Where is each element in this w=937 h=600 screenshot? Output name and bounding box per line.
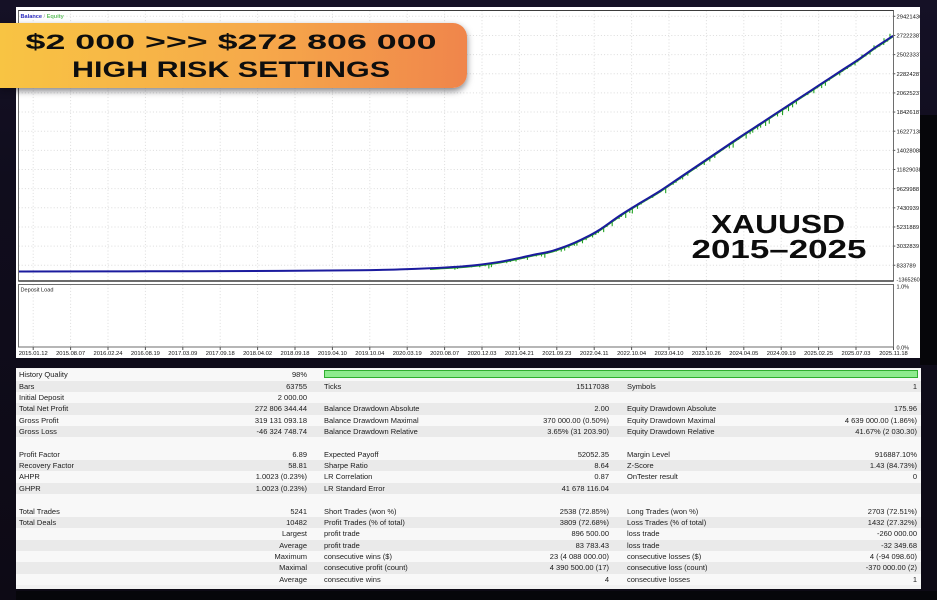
svg-text:9629988: 9629988	[897, 187, 920, 193]
svg-text:2015.08.07: 2015.08.07	[56, 351, 85, 357]
svg-text:2016.02.24: 2016.02.24	[93, 351, 123, 357]
svg-text:1.0%: 1.0%	[897, 285, 910, 291]
svg-text:2017.09.18: 2017.09.18	[206, 351, 235, 357]
svg-text:2023.04.10: 2023.04.10	[654, 351, 683, 357]
svg-text:2020.08.07: 2020.08.07	[430, 351, 459, 357]
svg-text:0.0%: 0.0%	[897, 346, 910, 352]
svg-text:Deposit Load: Deposit Load	[21, 288, 54, 294]
svg-text:2021.04.21: 2021.04.21	[505, 351, 534, 357]
svg-text:29421436: 29421436	[897, 14, 921, 20]
svg-text:833789: 833789	[897, 263, 916, 269]
svg-text:2025.11.18: 2025.11.18	[879, 351, 908, 357]
svg-text:2023.10.26: 2023.10.26	[692, 351, 721, 357]
svg-text:2018.04.02: 2018.04.02	[243, 351, 272, 357]
svg-text:2019.04.10: 2019.04.10	[318, 351, 347, 357]
svg-text:3032839: 3032839	[897, 244, 920, 250]
svg-text:7430939: 7430939	[897, 206, 920, 212]
svg-text:20625237: 20625237	[897, 91, 921, 97]
svg-text:2025.07.03: 2025.07.03	[841, 351, 870, 357]
svg-text:2019.10.04: 2019.10.04	[355, 351, 385, 357]
svg-text:11829038: 11829038	[897, 168, 921, 174]
svg-text:27222387: 27222387	[897, 34, 921, 40]
svg-text:2022.04.11: 2022.04.11	[580, 351, 609, 357]
svg-text:2015.01.12: 2015.01.12	[19, 351, 48, 357]
svg-text:22824287: 22824287	[897, 72, 921, 78]
svg-text:2022.10.04: 2022.10.04	[617, 351, 647, 357]
svg-text:$2 000 >>> $272 806 000: $2 000 >>> $272 806 000	[26, 29, 437, 53]
svg-text:2021.09.23: 2021.09.23	[542, 351, 571, 357]
svg-text:5231889: 5231889	[897, 225, 920, 231]
svg-text:2017.03.09: 2017.03.09	[168, 351, 197, 357]
svg-text:18426187: 18426187	[897, 110, 921, 116]
svg-text:-1365260: -1365260	[897, 278, 920, 284]
svg-text:2020.12.03: 2020.12.03	[467, 351, 496, 357]
svg-text:XAUUSD: XAUUSD	[711, 210, 845, 239]
svg-text:HIGH RISK SETTINGS: HIGH RISK SETTINGS	[72, 57, 390, 82]
svg-text:2015–2025: 2015–2025	[692, 235, 867, 264]
svg-text:16227138: 16227138	[897, 129, 921, 135]
svg-text:2024.04.05: 2024.04.05	[729, 351, 758, 357]
svg-text:2024.09.19: 2024.09.19	[767, 351, 796, 357]
svg-text:14028088: 14028088	[897, 148, 921, 154]
svg-text:2018.09.18: 2018.09.18	[280, 351, 309, 357]
svg-text:2016.08.19: 2016.08.19	[131, 351, 160, 357]
svg-text:2025.02.25: 2025.02.25	[804, 351, 833, 357]
svg-text:Balance / Equity: Balance / Equity	[21, 14, 65, 20]
svg-text:25023337: 25023337	[897, 53, 921, 59]
svg-text:2020.03.19: 2020.03.19	[393, 351, 422, 357]
